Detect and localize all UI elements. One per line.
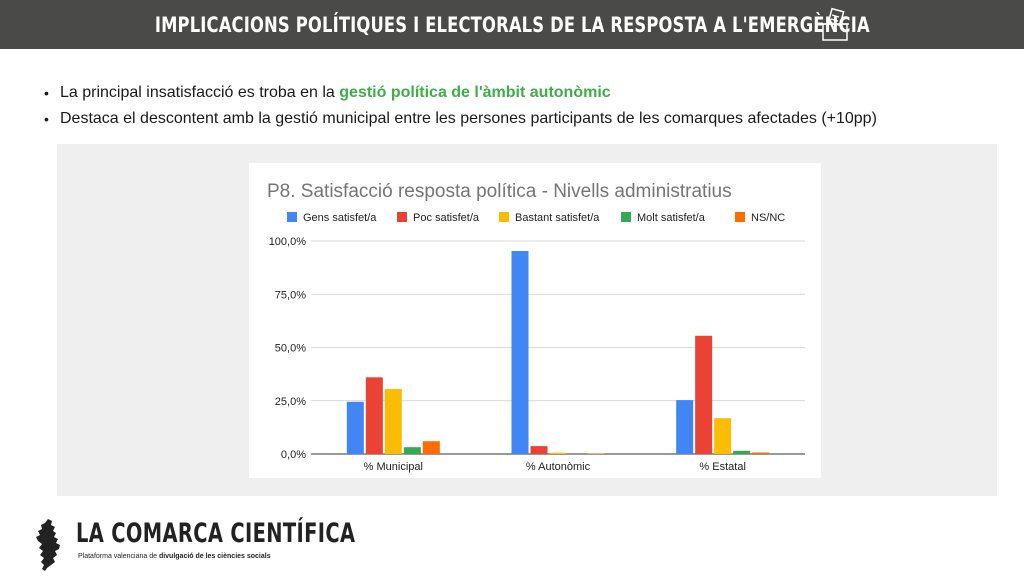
footer-brand: LA COMARCA CIENTÍFICA Plataforma valenci… (34, 516, 356, 574)
bar (695, 335, 713, 454)
legend-label: Poc satisfet/a (413, 212, 480, 224)
bar (530, 446, 548, 454)
bar (752, 452, 770, 454)
bullet-list: La principal insatisfacció es troba en l… (44, 82, 877, 134)
ballot-box-icon (821, 7, 849, 41)
legend-swatch (621, 212, 631, 222)
y-tick-label: 0,0% (281, 449, 306, 461)
bar (733, 450, 751, 454)
legend-swatch (735, 212, 745, 222)
y-tick-label: 100,0% (269, 236, 307, 248)
bar (676, 400, 694, 454)
x-tick-label: % Estatal (699, 461, 745, 473)
legend-swatch (287, 212, 297, 222)
y-tick-label: 50,0% (275, 343, 306, 355)
bar (365, 377, 383, 454)
x-tick-label: % Municipal (364, 461, 423, 473)
bullet-text: La principal insatisfacció es troba en l… (60, 84, 340, 101)
chart-title: P8. Satisfacció resposta política - Nive… (267, 181, 732, 202)
y-tick-label: 25,0% (275, 396, 306, 408)
header-bar: IMPLICACIONS POLÍTIQUES I ELECTORALS DE … (0, 0, 1024, 49)
brand-name: LA COMARCA CIENTÍFICA (76, 518, 356, 549)
bar (403, 447, 421, 454)
bullet-highlight: gestió política de l'àmbit autonòmic (339, 84, 611, 101)
legend-label: Molt satisfet/a (637, 212, 706, 224)
page-title: IMPLICACIONS POLÍTIQUES I ELECTORALS DE … (154, 12, 870, 37)
bar (511, 251, 529, 454)
legend-label: Bastant satisfet/a (515, 212, 600, 224)
bar (714, 418, 732, 454)
bullet-item-2: Destaca el descontent amb la gestió muni… (44, 108, 877, 134)
x-tick-label: % Autonòmic (526, 461, 591, 473)
legend-swatch (397, 212, 407, 222)
y-tick-label: 75,0% (275, 289, 306, 301)
bar (346, 401, 364, 454)
valencia-map-icon (36, 519, 60, 571)
bar (384, 389, 402, 454)
bar-chart: P8. Satisfacció resposta política - Nive… (267, 181, 805, 473)
brand-tagline: Plataforma valenciana de divulgació de l… (78, 553, 271, 560)
bullet-text: Destaca el descontent amb la gestió muni… (60, 110, 877, 127)
legend-swatch (499, 212, 509, 222)
bullet-item-1: La principal insatisfacció es troba en l… (44, 82, 877, 108)
chart-card: P8. Satisfacció resposta política - Nive… (249, 163, 821, 478)
legend-label: Gens satisfet/a (303, 212, 377, 224)
legend-label: NS/NC (751, 212, 785, 224)
bar (422, 441, 440, 454)
bar (549, 452, 567, 454)
